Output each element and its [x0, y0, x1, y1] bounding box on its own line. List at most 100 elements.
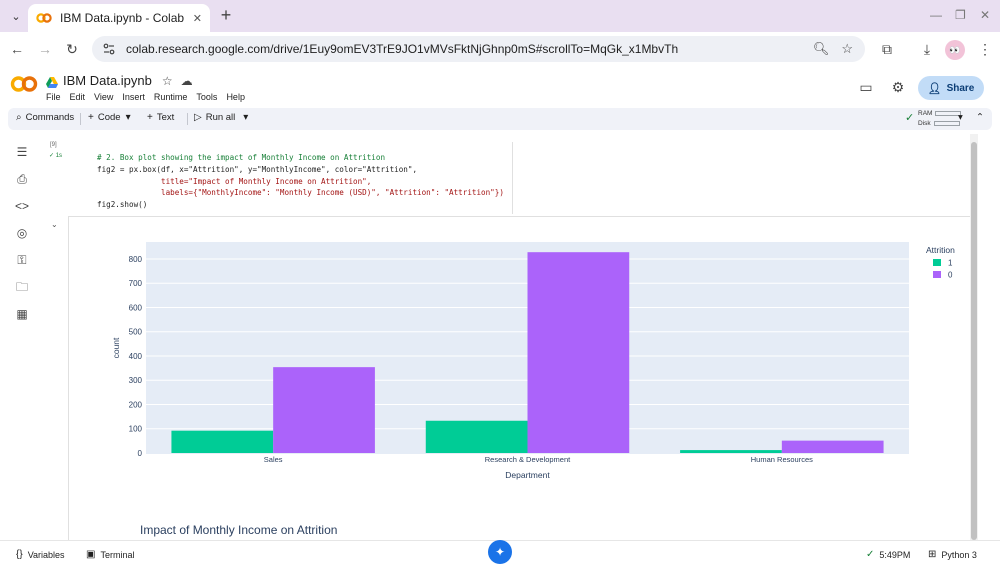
url-text[interactable]: colab.research.google.com/drive/1Euy9omE…: [126, 42, 679, 56]
address-bar[interactable]: colab.research.google.com/drive/1Euy9omE…: [92, 36, 865, 62]
commands-button[interactable]: ⌕ Commands: [16, 112, 74, 123]
scrollbar-thumb[interactable]: [971, 142, 977, 540]
menu-help[interactable]: Help: [226, 92, 245, 102]
download-icon[interactable]: ⤓: [923, 41, 931, 57]
y-tick-label: 400: [129, 352, 143, 361]
terminal-label: Terminal: [100, 549, 135, 560]
new-tab-button[interactable]: +: [220, 5, 232, 25]
forward-arrow-icon[interactable]: →: [38, 41, 52, 57]
profile-avatar[interactable]: 👀: [945, 40, 965, 60]
code-line: # 2. Box plot showing the impact of Mont…: [97, 153, 386, 162]
resource-monitor[interactable]: RAM Disk: [918, 109, 962, 129]
scrollbar[interactable]: [970, 134, 978, 540]
colab-favicon-icon: [36, 13, 52, 23]
legend-swatch[interactable]: [933, 259, 941, 266]
ram-label: RAM: [918, 110, 933, 117]
secrets-icon[interactable]: ◎: [16, 226, 28, 240]
commands-label: Commands: [25, 112, 75, 123]
gemini-sparkle-icon[interactable]: ✦: [488, 540, 512, 564]
find-replace-icon[interactable]: ⎙: [17, 172, 27, 186]
toolbar-divider: [80, 113, 81, 125]
zoom-icon[interactable]: 🔍︎: [812, 41, 830, 56]
x-tick-label: Sales: [264, 455, 283, 464]
table-of-contents-icon[interactable]: ☰: [16, 145, 28, 159]
search-icon: ⌕: [16, 112, 22, 123]
menu-insert[interactable]: Insert: [122, 92, 145, 102]
notebook-title[interactable]: IBM Data.ipynb: [63, 73, 152, 88]
toolbar-collapse-icon[interactable]: ⌃: [976, 112, 984, 123]
restore-icon[interactable]: ❐: [955, 8, 966, 22]
settings-gear-icon[interactable]: ⚙: [891, 79, 905, 95]
legend-swatch[interactable]: [933, 271, 941, 278]
text-label: Text: [156, 112, 175, 123]
legend-label[interactable]: 0: [948, 271, 953, 280]
back-arrow-icon[interactable]: ←: [10, 41, 24, 57]
y-tick-label: 100: [129, 425, 143, 434]
bar-1-1[interactable]: [425, 420, 528, 453]
add-code-button[interactable]: + Code ▾: [88, 112, 135, 123]
menu-view[interactable]: View: [94, 92, 114, 102]
execution-time-status[interactable]: ✓ 5:49PM: [866, 549, 910, 560]
browser-tab[interactable]: IBM Data.ipynb - Colab ✕: [28, 4, 210, 32]
tab-close-icon[interactable]: ✕: [192, 12, 202, 25]
add-text-button[interactable]: + Text: [147, 112, 174, 123]
terminal-button[interactable]: ▣ Terminal: [86, 549, 134, 560]
star-icon[interactable]: ☆: [161, 73, 173, 88]
y-tick-label: 0: [138, 449, 143, 458]
play-icon: ▷: [194, 112, 202, 123]
check-icon: ✓: [866, 549, 875, 560]
bookmark-star-icon[interactable]: ☆: [841, 41, 853, 56]
files-folder-icon[interactable]: 🗀: [15, 280, 28, 294]
reload-icon[interactable]: ↻: [66, 41, 78, 57]
runtime-status[interactable]: ⊞ Python 3: [928, 549, 977, 560]
data-table-icon[interactable]: ▦: [16, 307, 28, 321]
variables-button[interactable]: {} Variables: [16, 549, 65, 560]
box-plot-title: Impact of Monthly Income on Attrition: [140, 523, 338, 537]
chevron-down-icon[interactable]: ▾: [243, 112, 249, 123]
code-snippets-icon[interactable]: <>: [14, 199, 29, 213]
code-editor[interactable]: # 2. Box plot showing the impact of Mont…: [97, 152, 504, 211]
output-collapse-chevron-icon[interactable]: ⌄: [51, 220, 58, 229]
x-axis-title: Department: [505, 470, 550, 480]
menu-runtime[interactable]: Runtime: [153, 92, 188, 102]
connected-check-icon: ✓: [905, 112, 915, 124]
close-window-icon[interactable]: ✕: [980, 8, 991, 22]
chevron-down-icon[interactable]: ▾: [125, 112, 131, 123]
legend-label[interactable]: 1: [948, 259, 953, 268]
left-sidebar: ☰ ⎙ <> ◎ ⚿ 🗀 ▦: [0, 134, 42, 540]
browser-tab-strip: ⌄ IBM Data.ipynb - Colab ✕ + — ❐ ✕: [0, 0, 1000, 32]
bar-1-0[interactable]: [171, 430, 274, 453]
key-icon[interactable]: ⚿: [17, 253, 27, 267]
runtime-dropdown-icon[interactable]: ▾: [958, 112, 963, 123]
bar-1-2[interactable]: [680, 450, 782, 453]
site-info-icon[interactable]: [102, 42, 116, 56]
minimize-icon[interactable]: —: [930, 8, 942, 22]
menu-file[interactable]: File: [46, 92, 61, 102]
share-label: Share: [946, 82, 975, 94]
chart-legend: Attrition 1 0: [926, 245, 955, 280]
extensions-icon[interactable]: ⧉: [882, 41, 892, 57]
y-tick-label: 300: [129, 376, 143, 385]
notebook-toolbar: ⌕ Commands + Code ▾ + Text ▷ Run all ▾ ✓…: [8, 108, 992, 130]
cloud-saved-icon[interactable]: ☁: [180, 73, 193, 88]
share-button[interactable]: 👤︎ Share: [918, 76, 984, 100]
bar-0-0[interactable]: [273, 367, 375, 453]
plus-icon: +: [88, 112, 94, 123]
department-bar-chart: 0 100 200 300 400 500 600 700 800 Sales Research &…: [111, 242, 955, 480]
colab-logo-icon[interactable]: [10, 74, 38, 94]
browser-toolbar: ← → ↻ colab.research.google.com/drive/1E…: [0, 32, 1000, 66]
person-add-icon: 👤︎: [927, 82, 942, 95]
menu-edit[interactable]: Edit: [69, 92, 86, 102]
runtime-label: Python 3: [941, 549, 977, 560]
y-axis-title: count: [111, 337, 121, 358]
y-tick-label: 200: [129, 400, 143, 409]
x-tick-label: Human Resources: [751, 455, 813, 464]
comments-icon[interactable]: ▭: [859, 79, 873, 95]
run-all-button[interactable]: ▷ Run all ▾: [194, 112, 252, 123]
browser-menu-icon[interactable]: ⋮: [978, 41, 992, 57]
menu-tools[interactable]: Tools: [196, 92, 218, 102]
code-line: labels={"MonthlyIncome": "Monthly Income…: [97, 188, 504, 198]
bar-0-1[interactable]: [527, 252, 630, 453]
bar-0-2[interactable]: [781, 440, 884, 453]
tab-search-chevron-icon[interactable]: ⌄: [11, 10, 21, 23]
